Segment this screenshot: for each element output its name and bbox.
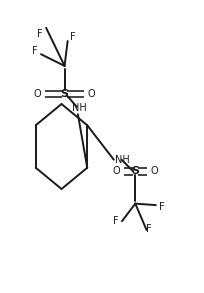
Text: F: F: [70, 32, 75, 42]
Text: O: O: [112, 166, 120, 176]
Text: NH: NH: [114, 155, 129, 165]
Text: O: O: [87, 89, 95, 99]
Text: S: S: [131, 166, 139, 176]
Text: NH: NH: [71, 103, 86, 113]
Text: F: F: [159, 202, 164, 212]
Text: O: O: [34, 89, 41, 99]
Text: S: S: [60, 89, 68, 99]
Text: O: O: [150, 166, 157, 176]
Text: F: F: [32, 46, 38, 56]
Text: F: F: [145, 224, 151, 234]
Text: F: F: [37, 29, 43, 39]
Text: F: F: [113, 216, 118, 226]
